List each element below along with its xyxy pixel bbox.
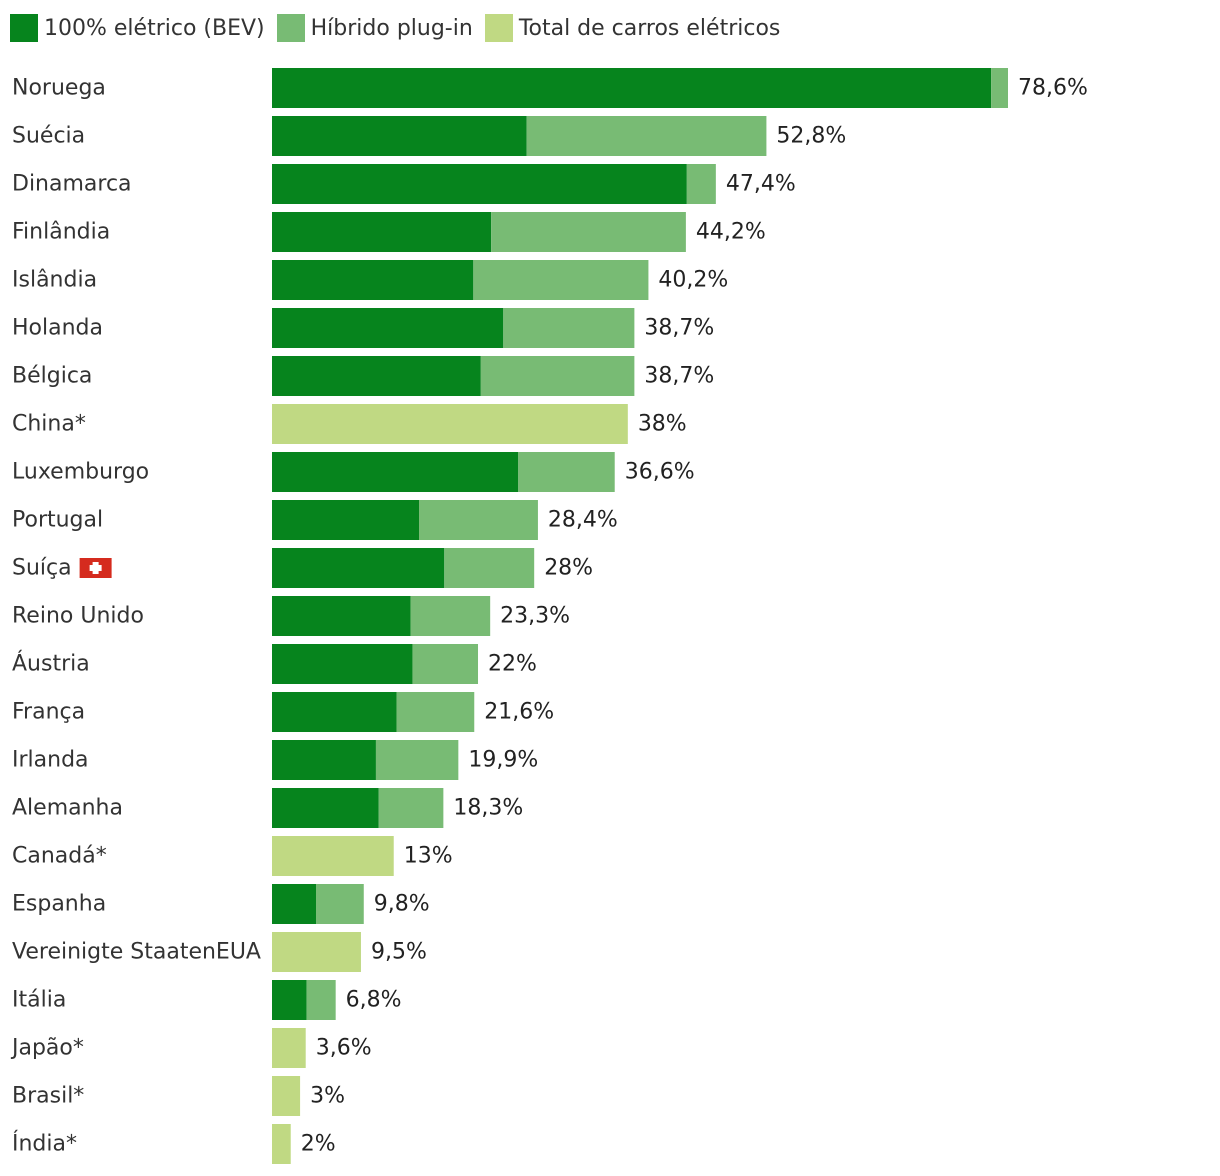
- value-label-brasil: 3%: [310, 1084, 345, 1109]
- bar-total-vereinigte-staateneua: [272, 932, 361, 972]
- value-label-alemanha: 18,3%: [453, 796, 523, 821]
- value-label-portugal: 28,4%: [548, 508, 618, 533]
- value-label-irlanda: 19,9%: [468, 748, 538, 773]
- country-label-canada: Canadá*: [12, 844, 107, 869]
- bar-total-canada: [272, 836, 394, 876]
- bar-phev-suecia: [526, 116, 767, 156]
- bar-total-india: [272, 1124, 291, 1164]
- country-label-portugal: Portugal: [12, 508, 103, 533]
- bar-bev-islandia: [272, 260, 474, 300]
- country-label-franca: França: [12, 700, 85, 725]
- bar-bev-dinamarca: [272, 164, 687, 204]
- bar-bev-espanha: [272, 884, 317, 924]
- bar-bev-franca: [272, 692, 397, 732]
- country-label-dinamarca: Dinamarca: [12, 172, 132, 197]
- legend-item-phev: Híbrido plug-in: [276, 14, 473, 42]
- bar-total-japao: [272, 1028, 306, 1068]
- country-label-reino-unido: Reino Unido: [12, 604, 144, 629]
- chart-legend: 100% elétrico (BEV) Híbrido plug-in Tota…: [10, 10, 780, 46]
- country-label-luxemburgo: Luxemburgo: [12, 460, 149, 485]
- bar-phev-irlanda: [375, 740, 459, 780]
- country-label-suica: Suíça: [12, 556, 72, 581]
- bar-bev-italia: [272, 980, 307, 1020]
- country-label-islandia: Islândia: [12, 268, 97, 293]
- value-label-espanha: 9,8%: [374, 892, 430, 917]
- value-label-vereinigte-staateneua: 9,5%: [371, 940, 427, 965]
- value-label-japao: 3,6%: [316, 1036, 372, 1061]
- country-label-belgica: Bélgica: [12, 364, 92, 389]
- legend-label-phev: Híbrido plug-in: [310, 15, 473, 41]
- country-label-suecia: Suécia: [12, 124, 85, 149]
- value-label-reino-unido: 23,3%: [500, 604, 570, 629]
- value-label-china: 38%: [638, 412, 687, 437]
- value-label-finlandia: 44,2%: [696, 220, 766, 245]
- legend-swatch-total: [484, 14, 513, 42]
- value-label-noruega: 78,6%: [1018, 76, 1088, 101]
- bar-bev-noruega: [272, 68, 992, 108]
- bar-phev-portugal: [419, 500, 538, 540]
- bar-bev-finlandia: [272, 212, 492, 252]
- bar-phev-italia: [306, 980, 336, 1020]
- bar-phev-dinamarca: [686, 164, 716, 204]
- value-label-suecia: 52,8%: [776, 124, 846, 149]
- bar-bev-alemanha: [272, 788, 379, 828]
- country-label-finlandia: Finlândia: [12, 220, 110, 245]
- bar-phev-espanha: [316, 884, 364, 924]
- bar-bev-suecia: [272, 116, 527, 156]
- bar-total-brasil: [272, 1076, 301, 1116]
- legend-swatch-bev: [10, 14, 38, 42]
- bar-phev-luxemburgo: [518, 452, 615, 492]
- country-label-austria: Áustria: [12, 651, 90, 677]
- bar-phev-noruega: [991, 68, 1008, 108]
- value-label-holanda: 38,7%: [644, 316, 714, 341]
- bar-phev-holanda: [503, 308, 635, 348]
- country-label-alemanha: Alemanha: [12, 796, 123, 821]
- value-label-dinamarca: 47,4%: [726, 172, 796, 197]
- country-label-china: China*: [12, 412, 86, 437]
- legend-swatch-phev: [276, 14, 305, 42]
- swiss-flag-icon: [79, 558, 112, 578]
- bar-phev-finlandia: [491, 212, 686, 252]
- bar-phev-belgica: [480, 356, 635, 396]
- value-label-italia: 6,8%: [346, 988, 402, 1013]
- bar-bev-portugal: [272, 500, 420, 540]
- country-label-espanha: Espanha: [12, 892, 106, 917]
- bar-phev-austria: [412, 644, 479, 684]
- value-label-suica: 28%: [544, 556, 593, 581]
- country-label-irlanda: Irlanda: [12, 748, 89, 773]
- country-label-india: Índia*: [12, 1131, 77, 1157]
- country-label-italia: Itália: [12, 988, 66, 1013]
- country-label-vereinigte-staateneua: Vereinigte StaatenEUA: [12, 940, 261, 965]
- bar-bev-belgica: [272, 356, 481, 396]
- bar-bev-austria: [272, 644, 413, 684]
- bar-bev-luxemburgo: [272, 452, 519, 492]
- country-label-noruega: Noruega: [12, 76, 106, 101]
- country-label-japao: Japão*: [10, 1036, 84, 1061]
- bar-phev-franca: [396, 692, 475, 732]
- value-label-austria: 22%: [488, 652, 537, 677]
- value-label-canada: 13%: [404, 844, 453, 869]
- bar-bev-irlanda: [272, 740, 376, 780]
- value-label-franca: 21,6%: [484, 700, 554, 725]
- bar-bev-reino-unido: [272, 596, 411, 636]
- value-label-india: 2%: [301, 1132, 336, 1157]
- bar-bev-suica: [272, 548, 445, 588]
- bar-bev-holanda: [272, 308, 504, 348]
- value-label-belgica: 38,7%: [644, 364, 714, 389]
- legend-item-bev: 100% elétrico (BEV): [10, 14, 265, 42]
- legend-label-bev: 100% elétrico (BEV): [44, 15, 265, 41]
- legend-label-total: Total de carros elétricos: [518, 15, 781, 41]
- country-label-brasil: Brasil*: [12, 1084, 84, 1109]
- country-label-holanda: Holanda: [12, 316, 103, 341]
- legend-item-total: Total de carros elétricos: [484, 14, 781, 42]
- bar-phev-alemanha: [378, 788, 444, 828]
- bar-phev-reino-unido: [410, 596, 491, 636]
- bar-total-china: [272, 404, 628, 444]
- value-label-luxemburgo: 36,6%: [625, 460, 695, 485]
- value-label-islandia: 40,2%: [658, 268, 728, 293]
- bar-phev-suica: [444, 548, 535, 588]
- bar-phev-islandia: [473, 260, 649, 300]
